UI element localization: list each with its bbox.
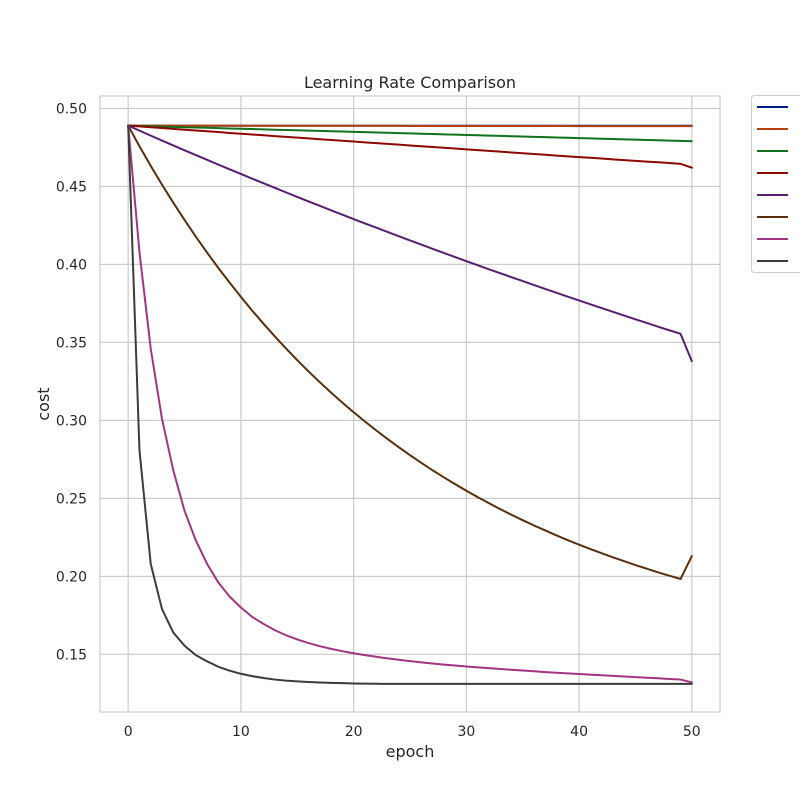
x-tick-label: 10 [232,724,250,740]
legend [752,96,800,273]
x-tick-label: 40 [570,724,588,740]
y-tick-label: 0.15 [56,647,87,663]
y-axis-label: cost [34,387,53,420]
chart-title: Learning Rate Comparison [304,73,516,92]
x-tick-label: 30 [457,724,475,740]
x-tick-label: 0 [124,724,133,740]
y-tick-label: 0.20 [56,569,87,585]
x-tick-label: 50 [683,724,701,740]
y-tick-label: 0.35 [56,335,87,351]
legend-frame [752,96,800,273]
x-axis-label: epoch [386,742,435,761]
y-tick-label: 0.50 [56,101,87,117]
x-tick-label: 20 [345,724,363,740]
y-tick-label: 0.45 [56,179,87,195]
y-tick-label: 0.30 [56,413,87,429]
y-tick-label: 0.25 [56,491,87,507]
y-tick-label: 0.40 [56,257,87,273]
